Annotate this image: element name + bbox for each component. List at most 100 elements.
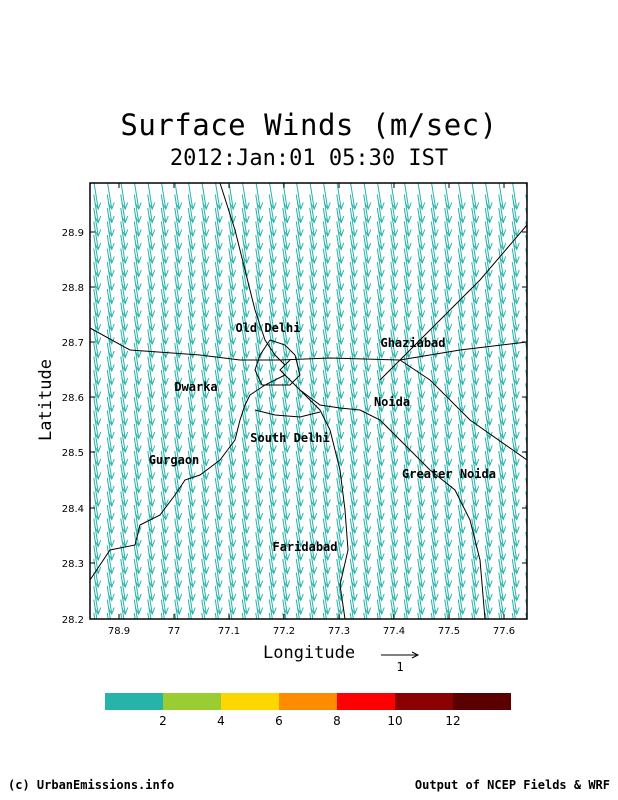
- wind-arrow: [417, 518, 426, 548]
- wind-arrow: [160, 207, 169, 238]
- wind-arrow: [322, 572, 331, 602]
- wind-arrow: [174, 518, 183, 548]
- road-line: [90, 374, 286, 581]
- wind-arrow: [336, 248, 345, 278]
- wind-arrow: [160, 572, 169, 602]
- wind-arrow: [322, 302, 331, 332]
- wind-arrow: [160, 288, 169, 319]
- wind-arrow: [228, 369, 237, 400]
- wind-arrow: [512, 183, 520, 211]
- wind-arrow: [93, 342, 102, 373]
- wind-arrow: [363, 302, 372, 332]
- wind-arrow: [133, 396, 142, 427]
- wind-arrow: [214, 234, 223, 265]
- wind-arrow: [349, 369, 358, 400]
- wind-arrow: [511, 612, 514, 619]
- wind-arrow: [187, 612, 190, 619]
- wind-arrow: [174, 261, 183, 292]
- wind-arrow: [390, 450, 399, 481]
- wind-arrow: [336, 275, 345, 305]
- wind-arrow: [511, 545, 520, 575]
- wind-arrow: [255, 599, 260, 619]
- wind-arrow: [336, 504, 345, 535]
- wind-arrow: [430, 410, 439, 440]
- wind-arrow: [484, 383, 493, 413]
- wind-arrow: [268, 558, 277, 589]
- wind-arrow: [430, 288, 439, 319]
- wind-arrow: [457, 234, 466, 265]
- wind-arrow: [403, 275, 412, 305]
- wind-arrow: [214, 531, 223, 562]
- wind-arrow: [498, 558, 507, 589]
- wind-arrow: [174, 423, 183, 454]
- wind-arrow: [268, 234, 277, 265]
- wind-arrow: [174, 558, 183, 589]
- wind-arrow: [309, 288, 318, 319]
- wind-arrow: [93, 315, 102, 346]
- wind-arrow: [322, 491, 331, 521]
- wind-arrow: [390, 356, 399, 386]
- wind-arrow: [390, 612, 393, 619]
- wind-arrow: [376, 221, 385, 251]
- wind-arrow: [363, 315, 372, 346]
- wind-arrow: [147, 585, 156, 616]
- wind-arrow: [106, 207, 115, 238]
- wind-arrow: [349, 302, 358, 332]
- wind-arrow: [484, 558, 493, 589]
- wind-arrow: [133, 356, 142, 386]
- wind-arrow: [511, 288, 520, 319]
- wind-arrow: [457, 288, 466, 319]
- wind-arrow: [471, 477, 480, 508]
- wind-arrow: [255, 221, 264, 251]
- wind-arrow: [403, 612, 406, 619]
- wind-arrow: [403, 369, 412, 400]
- wind-arrow: [120, 464, 129, 494]
- wind-arrow: [268, 450, 277, 481]
- wind-arrow: [390, 477, 399, 508]
- road-line: [254, 339, 301, 386]
- wind-arrow: [322, 221, 331, 251]
- wind-arrow: [133, 477, 142, 508]
- wind-arrow: [457, 396, 466, 427]
- wind-arrow: [93, 248, 102, 278]
- wind-arrow: [174, 248, 183, 278]
- wind-arrow: [430, 369, 439, 400]
- wind-arrow: [430, 585, 439, 616]
- wind-arrow: [93, 572, 102, 602]
- wind-arrow: [295, 342, 304, 373]
- wind-arrow: [403, 288, 412, 319]
- wind-arrow: [228, 491, 237, 521]
- wind-arrow: [187, 329, 196, 359]
- wind-arrow: [147, 342, 156, 373]
- x-tick-label: 77.3: [328, 626, 350, 637]
- wind-arrow: [498, 315, 507, 346]
- wind-arrow: [322, 369, 331, 400]
- wind-arrow: [133, 599, 138, 619]
- wind-arrow: [457, 248, 466, 278]
- wind-arrow: [106, 612, 109, 619]
- wind-arrow: [457, 612, 460, 619]
- wind-arrow: [484, 275, 493, 305]
- wind-arrow: [322, 261, 331, 292]
- wind-arrow: [93, 464, 102, 494]
- wind-arrow: [484, 504, 493, 535]
- wind-arrow: [484, 423, 493, 454]
- wind-arrow: [241, 410, 250, 440]
- wind-arrow: [322, 288, 331, 319]
- wind-arrow: [336, 194, 345, 224]
- wind-arrow: [471, 329, 480, 359]
- wind-arrow: [363, 183, 372, 211]
- wind-arrow: [268, 491, 277, 521]
- wind-arrow: [187, 545, 196, 575]
- wind-arrow: [187, 275, 196, 305]
- wind-arrow: [295, 207, 304, 238]
- wind-arrow: [147, 410, 156, 440]
- wind-arrow: [457, 194, 466, 224]
- wind-arrow: [106, 329, 115, 359]
- city-label: Greater Noida: [402, 467, 496, 481]
- wind-arrow: [498, 464, 507, 494]
- wind-arrow: [417, 302, 426, 332]
- wind-arrow: [417, 599, 422, 619]
- wind-arrow: [255, 234, 264, 265]
- wind-arrow: [309, 315, 318, 346]
